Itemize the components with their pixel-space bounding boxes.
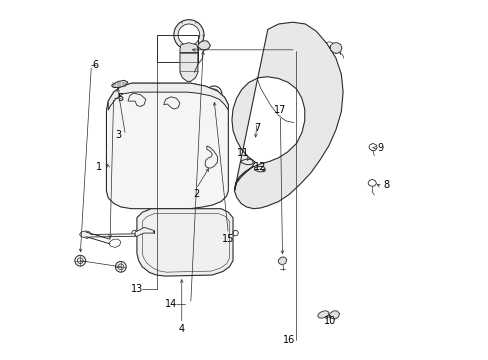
Text: 5: 5 [118, 93, 123, 103]
Ellipse shape [317, 311, 328, 318]
Polygon shape [198, 41, 210, 50]
Polygon shape [106, 83, 228, 209]
Text: 3: 3 [115, 130, 121, 140]
Polygon shape [330, 42, 341, 53]
Text: 14: 14 [164, 299, 177, 309]
Polygon shape [278, 257, 286, 265]
Text: 4: 4 [178, 324, 184, 334]
Text: 2: 2 [193, 189, 199, 199]
Polygon shape [231, 22, 343, 209]
Text: 17: 17 [274, 105, 286, 115]
Circle shape [165, 121, 169, 125]
Polygon shape [180, 53, 198, 81]
Text: 11: 11 [236, 148, 248, 158]
Polygon shape [80, 231, 135, 238]
Text: 10: 10 [324, 316, 336, 325]
Circle shape [147, 103, 187, 142]
Circle shape [178, 24, 199, 45]
Bar [156, 35, 198, 62]
Polygon shape [180, 42, 198, 53]
Polygon shape [137, 209, 233, 276]
Circle shape [75, 255, 85, 266]
Text: 7: 7 [253, 123, 260, 133]
Polygon shape [135, 227, 154, 237]
Text: 15: 15 [222, 234, 234, 244]
Circle shape [174, 20, 203, 50]
Text: 16: 16 [283, 334, 295, 345]
Text: 13: 13 [130, 284, 143, 294]
Polygon shape [328, 311, 339, 319]
Text: 8: 8 [382, 180, 388, 190]
Text: 12: 12 [254, 162, 266, 172]
Polygon shape [112, 80, 128, 87]
Polygon shape [108, 83, 228, 110]
Text: 6: 6 [92, 60, 99, 70]
Text: 1: 1 [96, 162, 102, 172]
Text: 9: 9 [377, 143, 383, 153]
Circle shape [115, 261, 126, 272]
